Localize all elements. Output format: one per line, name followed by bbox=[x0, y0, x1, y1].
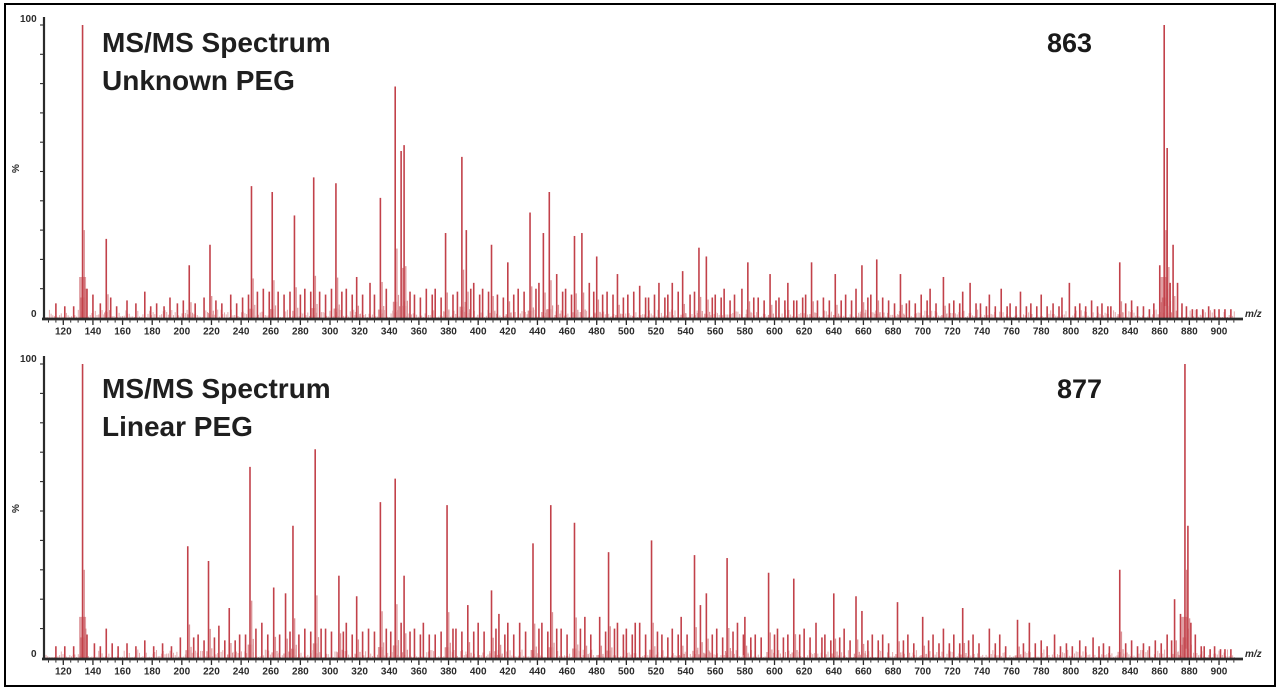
svg-text:640: 640 bbox=[825, 667, 842, 678]
svg-text:580: 580 bbox=[737, 327, 754, 338]
svg-text:400: 400 bbox=[470, 667, 487, 678]
svg-text:480: 480 bbox=[588, 327, 605, 338]
svg-text:820: 820 bbox=[1092, 327, 1109, 338]
svg-text:500: 500 bbox=[618, 667, 635, 678]
y-axis-min-label-bottom: 0 bbox=[31, 649, 37, 660]
svg-text:220: 220 bbox=[203, 327, 220, 338]
svg-text:540: 540 bbox=[677, 327, 694, 338]
svg-text:880: 880 bbox=[1181, 667, 1198, 678]
panel-title-unknown-peg: MS/MS Spectrum Unknown PEG bbox=[102, 24, 331, 100]
svg-text:760: 760 bbox=[1003, 667, 1020, 678]
panel-title-line2: Linear PEG bbox=[102, 411, 253, 442]
svg-text:120: 120 bbox=[55, 327, 72, 338]
unknown-peg-spectrum-plot: 120 140 160 180 200 220 240 260 280 300 320 340 360 3… bbox=[40, 17, 1243, 338]
svg-text:900: 900 bbox=[1211, 327, 1228, 338]
svg-text:460: 460 bbox=[559, 667, 576, 678]
svg-text:380: 380 bbox=[440, 667, 457, 678]
svg-text:800: 800 bbox=[1063, 667, 1080, 678]
svg-text:160: 160 bbox=[114, 327, 131, 338]
svg-text:560: 560 bbox=[707, 327, 724, 338]
svg-text:720: 720 bbox=[944, 667, 961, 678]
panel-title-line1: MS/MS Spectrum bbox=[102, 373, 331, 404]
panel-title-line1: MS/MS Spectrum bbox=[102, 27, 331, 58]
svg-text:720: 720 bbox=[944, 327, 961, 338]
svg-text:580: 580 bbox=[737, 667, 754, 678]
svg-text:600: 600 bbox=[766, 327, 783, 338]
svg-text:440: 440 bbox=[529, 327, 546, 338]
svg-text:740: 740 bbox=[974, 667, 991, 678]
svg-text:180: 180 bbox=[144, 327, 161, 338]
panel-title-line2: Unknown PEG bbox=[102, 65, 295, 96]
svg-text:820: 820 bbox=[1092, 667, 1109, 678]
precursor-label-863: 863 bbox=[1046, 28, 1092, 58]
svg-text:540: 540 bbox=[677, 667, 694, 678]
svg-text:860: 860 bbox=[1151, 327, 1168, 338]
svg-text:160: 160 bbox=[114, 667, 131, 678]
svg-text:440: 440 bbox=[529, 667, 546, 678]
svg-text:140: 140 bbox=[85, 327, 102, 338]
precursor-label-877: 877 bbox=[1056, 374, 1102, 404]
linear-peg-spectrum-plot: 120 140 160 180 200 220 240 260 280 300 320 340 360 3… bbox=[40, 356, 1243, 678]
svg-text:560: 560 bbox=[707, 667, 724, 678]
y-axis-title-top: % bbox=[10, 164, 22, 173]
svg-text:320: 320 bbox=[351, 667, 368, 678]
svg-text:280: 280 bbox=[292, 667, 309, 678]
svg-text:200: 200 bbox=[173, 667, 190, 678]
svg-text:300: 300 bbox=[322, 327, 339, 338]
svg-text:140: 140 bbox=[85, 667, 102, 678]
y-axis-max-label-top: 100 bbox=[20, 14, 37, 25]
svg-text:460: 460 bbox=[559, 327, 576, 338]
svg-text:360: 360 bbox=[411, 327, 428, 338]
figure-border bbox=[4, 3, 1276, 687]
svg-text:480: 480 bbox=[588, 667, 605, 678]
svg-text:660: 660 bbox=[855, 327, 872, 338]
svg-text:220: 220 bbox=[203, 667, 220, 678]
svg-text:680: 680 bbox=[885, 667, 902, 678]
svg-text:520: 520 bbox=[648, 327, 665, 338]
svg-text:180: 180 bbox=[144, 667, 161, 678]
svg-text:760: 760 bbox=[1003, 327, 1020, 338]
svg-text:620: 620 bbox=[796, 667, 813, 678]
y-axis-min-label-top: 0 bbox=[31, 309, 37, 320]
svg-text:900: 900 bbox=[1211, 667, 1228, 678]
svg-text:420: 420 bbox=[499, 327, 516, 338]
x-axis-title-bottom: m/z bbox=[1245, 649, 1262, 660]
svg-text:300: 300 bbox=[322, 667, 339, 678]
svg-text:880: 880 bbox=[1181, 327, 1198, 338]
svg-text:680: 680 bbox=[885, 327, 902, 338]
svg-text:780: 780 bbox=[1033, 667, 1050, 678]
svg-text:840: 840 bbox=[1122, 667, 1139, 678]
svg-text:740: 740 bbox=[974, 327, 991, 338]
svg-text:620: 620 bbox=[796, 327, 813, 338]
svg-text:360: 360 bbox=[411, 667, 428, 678]
svg-text:860: 860 bbox=[1151, 667, 1168, 678]
svg-text:320: 320 bbox=[351, 327, 368, 338]
svg-text:260: 260 bbox=[262, 667, 279, 678]
svg-text:600: 600 bbox=[766, 667, 783, 678]
svg-text:840: 840 bbox=[1122, 327, 1139, 338]
x-axis-title-top: m/z bbox=[1245, 309, 1262, 320]
svg-text:380: 380 bbox=[440, 327, 457, 338]
svg-text:240: 240 bbox=[233, 667, 250, 678]
svg-text:420: 420 bbox=[499, 667, 516, 678]
svg-text:640: 640 bbox=[825, 327, 842, 338]
svg-text:520: 520 bbox=[648, 667, 665, 678]
svg-text:240: 240 bbox=[233, 327, 250, 338]
y-axis-max-label-bottom: 100 bbox=[20, 354, 37, 365]
svg-text:340: 340 bbox=[381, 327, 398, 338]
svg-text:200: 200 bbox=[173, 327, 190, 338]
svg-text:700: 700 bbox=[914, 667, 931, 678]
svg-text:500: 500 bbox=[618, 327, 635, 338]
svg-text:120: 120 bbox=[55, 667, 72, 678]
svg-text:260: 260 bbox=[262, 327, 279, 338]
svg-text:280: 280 bbox=[292, 327, 309, 338]
panel-title-linear-peg: MS/MS Spectrum Linear PEG bbox=[102, 370, 331, 446]
svg-text:400: 400 bbox=[470, 327, 487, 338]
svg-text:700: 700 bbox=[914, 327, 931, 338]
svg-text:340: 340 bbox=[381, 667, 398, 678]
y-axis-title-bottom: % bbox=[10, 504, 22, 513]
svg-text:660: 660 bbox=[855, 667, 872, 678]
svg-text:800: 800 bbox=[1063, 327, 1080, 338]
svg-text:780: 780 bbox=[1033, 327, 1050, 338]
